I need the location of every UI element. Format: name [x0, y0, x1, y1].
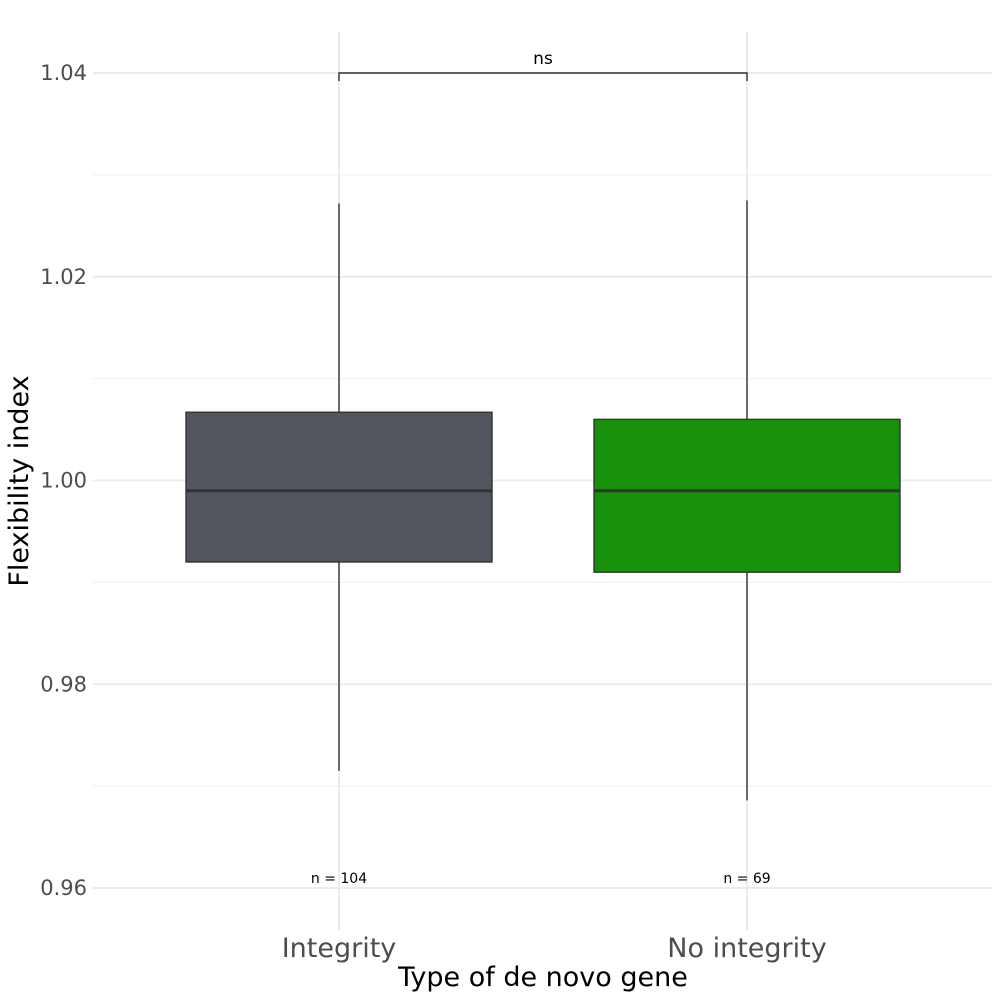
significance-bracket	[338, 72, 748, 81]
sample-size-label: n = 104	[311, 871, 367, 887]
box-body	[593, 418, 901, 573]
x-axis-title: Type of de novo gene	[397, 962, 688, 993]
y-tick-label: 1.04	[40, 61, 87, 85]
y-tick-label: 1.02	[40, 265, 87, 289]
x-tick-label: No integrity	[667, 933, 826, 964]
y-tick-label: 0.96	[40, 876, 87, 900]
box-series	[185, 200, 901, 801]
y-tick-label: 0.98	[40, 672, 87, 696]
axes: 0.96 0.98 1.00 1.02 1.04 Integrity No integrit…	[40, 61, 826, 964]
x-tick-label: Integrity	[282, 933, 397, 964]
box-integrity	[185, 203, 493, 771]
y-tick-label: 1.00	[40, 469, 87, 493]
y-axis-title: Flexibility index	[4, 375, 35, 586]
box-body	[185, 411, 493, 563]
annotations: n = 104 n = 69 ns	[311, 49, 771, 887]
significance-label: ns	[533, 49, 553, 69]
box-no-integrity	[593, 200, 901, 801]
sample-size-label: n = 69	[723, 871, 770, 887]
